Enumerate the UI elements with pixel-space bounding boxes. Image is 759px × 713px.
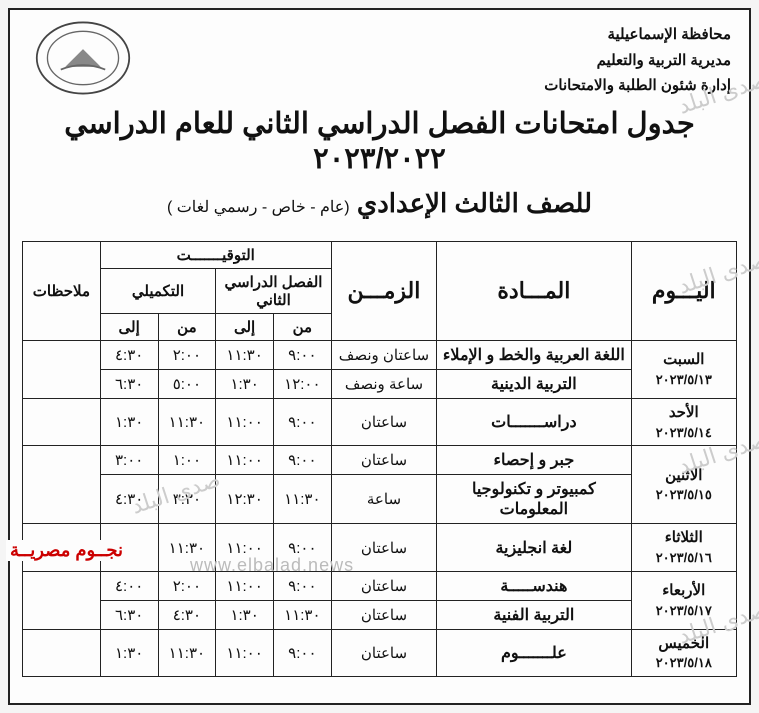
cell-sup-from: ١١:٣٠ — [158, 399, 216, 446]
cell-subject: التربية الفنية — [437, 600, 631, 629]
table-row: التربية الدينيةساعة ونصف١٢:٠٠١:٣٠٥:٠٠٦:٣… — [23, 370, 737, 399]
col-timing: التوقيـــــــت — [100, 242, 331, 269]
cell-duration: ساعتان — [331, 600, 436, 629]
ministry-line: محافظة الإسماعيلية — [544, 22, 731, 48]
col-to: إلى — [100, 314, 158, 341]
cell-notes — [23, 446, 101, 524]
cell-duration: ساعتان — [331, 399, 436, 446]
cell-notes — [23, 571, 101, 629]
col-subject: المـــادة — [437, 242, 631, 341]
table-body: السبت٢٠٢٣/٥/١٣اللغة العربية والخط و الإم… — [23, 341, 737, 677]
cell-s2-from: ١١:٣٠ — [273, 600, 331, 629]
cell-subject: التربية الدينية — [437, 370, 631, 399]
cell-s2-from: ٩:٠٠ — [273, 399, 331, 446]
cell-s2-to: ١١:٠٠ — [216, 446, 274, 475]
table-row: الأربعاء٢٠٢٣/٥/١٧هندســـــةساعتان٩:٠٠١١:… — [23, 571, 737, 600]
cell-s2-to: ١١:٠٠ — [216, 571, 274, 600]
cell-sup-from: ١:٠٠ — [158, 446, 216, 475]
cell-duration: ساعة ونصف — [331, 370, 436, 399]
table-row: الاثنين٢٠٢٣/٥/١٥جبر و إحصاءساعتان٩:٠٠١١:… — [23, 446, 737, 475]
page-title: جدول امتحانات الفصل الدراسي الثاني للعام… — [22, 106, 737, 176]
cell-s2-to: ١١:٣٠ — [216, 341, 274, 370]
red-label: نجــوم مصريــة — [6, 540, 127, 561]
cell-notes — [23, 629, 101, 676]
cell-subject: لغة انجليزية — [437, 524, 631, 571]
cell-duration: ساعتان — [331, 524, 436, 571]
cell-subject: كمبيوتر و تكنولوجيا المعلومات — [437, 475, 631, 524]
cell-sup-to: ١:٣٠ — [100, 629, 158, 676]
cell-sup-from: ٥:٠٠ — [158, 370, 216, 399]
cell-subject: جبر و إحصاء — [437, 446, 631, 475]
cell-subject: اللغة العربية والخط و الإملاء — [437, 341, 631, 370]
cell-sup-from: ٤:٣٠ — [158, 600, 216, 629]
subtitle-bold: للصف الثالث الإعدادي — [357, 188, 592, 218]
col-to: إلى — [216, 314, 274, 341]
cell-notes — [23, 399, 101, 446]
cell-s2-from: ٩:٠٠ — [273, 446, 331, 475]
col-day: اليـــوم — [631, 242, 736, 341]
cell-sup-from: ٢:٠٠ — [158, 341, 216, 370]
col-session2: الفصل الدراسي الثاني — [216, 269, 331, 314]
cell-sup-to: ٤:٠٠ — [100, 571, 158, 600]
cell-s2-to: ١٢:٣٠ — [216, 475, 274, 524]
table-row: الخميس٢٠٢٣/٥/١٨علـــــــومساعتان٩:٠٠١١:٠… — [23, 629, 737, 676]
cell-sup-to: ٦:٣٠ — [100, 370, 158, 399]
cell-s2-to: ١:٣٠ — [216, 600, 274, 629]
cell-s2-from: ١١:٣٠ — [273, 475, 331, 524]
cell-day: الخميس٢٠٢٣/٥/١٨ — [631, 629, 736, 676]
cell-duration: ساعتان — [331, 629, 436, 676]
cell-sup-to: ٤:٣٠ — [100, 341, 158, 370]
cell-s2-from: ٩:٠٠ — [273, 341, 331, 370]
table-row: الثلاثاء٢٠٢٣/٥/١٦لغة انجليزيةساعتان٩:٠٠١… — [23, 524, 737, 571]
cell-s2-from: ٩:٠٠ — [273, 524, 331, 571]
cell-s2-from: ١٢:٠٠ — [273, 370, 331, 399]
page: صدى البلد صدى البلد صدى البلد صدى البلد … — [8, 8, 751, 705]
cell-subject: هندســـــة — [437, 571, 631, 600]
col-supplementary: التكميلي — [100, 269, 215, 314]
cell-sup-from: ١١:٣٠ — [158, 524, 216, 571]
page-subtitle: للصف الثالث الإعدادي (عام - خاص - رسمي ل… — [22, 188, 737, 219]
cell-s2-from: ٩:٠٠ — [273, 629, 331, 676]
cell-sup-from: ٣:٣٠ — [158, 475, 216, 524]
cell-day: الأحد٢٠٢٣/٥/١٤ — [631, 399, 736, 446]
cell-duration: ساعة — [331, 475, 436, 524]
table-row: كمبيوتر و تكنولوجيا المعلوماتساعة١١:٣٠١٢… — [23, 475, 737, 524]
cell-sup-from: ١١:٣٠ — [158, 629, 216, 676]
cell-day: السبت٢٠٢٣/٥/١٣ — [631, 341, 736, 399]
col-duration: الزمـــن — [331, 242, 436, 341]
cell-day: الاثنين٢٠٢٣/٥/١٥ — [631, 446, 736, 524]
col-from: من — [158, 314, 216, 341]
cell-s2-to: ١:٣٠ — [216, 370, 274, 399]
cell-sup-from: ٢:٠٠ — [158, 571, 216, 600]
cell-sup-to: ٦:٣٠ — [100, 600, 158, 629]
seal-icon — [28, 18, 138, 98]
cell-sup-to: ٣:٠٠ — [100, 446, 158, 475]
cell-duration: ساعتان — [331, 571, 436, 600]
table-row: السبت٢٠٢٣/٥/١٣اللغة العربية والخط و الإم… — [23, 341, 737, 370]
cell-s2-to: ١١:٠٠ — [216, 399, 274, 446]
cell-subject: دراســـــــات — [437, 399, 631, 446]
col-from: من — [273, 314, 331, 341]
ministry-line: مديرية التربية والتعليم — [544, 48, 731, 74]
cell-s2-to: ١١:٠٠ — [216, 524, 274, 571]
cell-sup-to: ٤:٣٠ — [100, 475, 158, 524]
cell-s2-from: ٩:٠٠ — [273, 571, 331, 600]
subtitle-small: (عام - خاص - رسمي لغات ) — [167, 199, 350, 216]
cell-day: الأربعاء٢٠٢٣/٥/١٧ — [631, 571, 736, 629]
cell-duration: ساعتان — [331, 446, 436, 475]
col-notes: ملاحظات — [23, 242, 101, 341]
ministry-line: إدارة شئون الطلبة والامتحانات — [544, 73, 731, 99]
cell-subject: علـــــــوم — [437, 629, 631, 676]
cell-notes — [23, 341, 101, 399]
ministry-block: محافظة الإسماعيلية مديرية التربية والتعل… — [544, 22, 731, 99]
cell-day: الثلاثاء٢٠٢٣/٥/١٦ — [631, 524, 736, 571]
header: محافظة الإسماعيلية مديرية التربية والتعل… — [22, 20, 737, 100]
cell-duration: ساعتان ونصف — [331, 341, 436, 370]
table-row: الأحد٢٠٢٣/٥/١٤دراســـــــاتساعتان٩:٠٠١١:… — [23, 399, 737, 446]
cell-s2-to: ١١:٠٠ — [216, 629, 274, 676]
exam-table: اليـــوم المـــادة الزمـــن التوقيــــــ… — [22, 241, 737, 677]
cell-sup-to: ١:٣٠ — [100, 399, 158, 446]
table-row: التربية الفنيةساعتان١١:٣٠١:٣٠٤:٣٠٦:٣٠ — [23, 600, 737, 629]
